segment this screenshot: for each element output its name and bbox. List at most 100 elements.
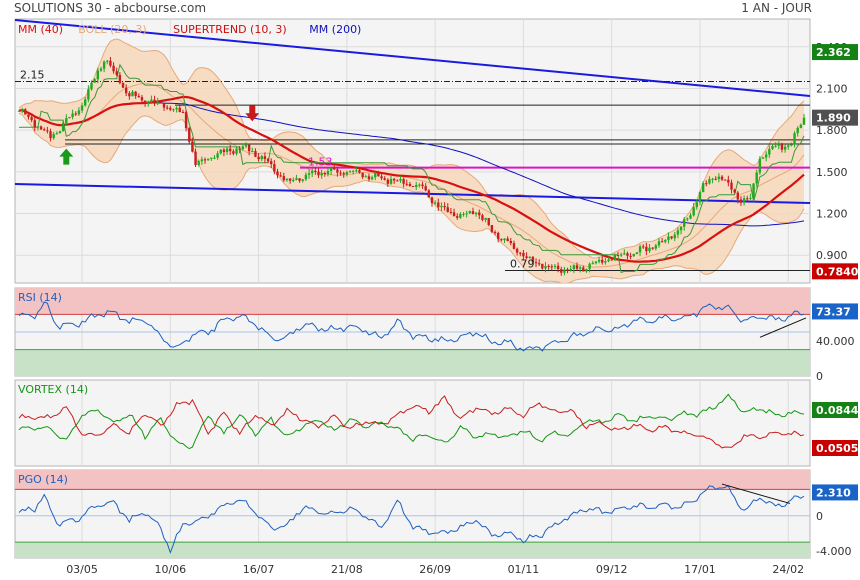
trend-line-lower	[15, 183, 810, 204]
legend-item: SUPERTREND (10, 3)	[173, 23, 287, 36]
candle	[210, 157, 213, 159]
candle	[270, 161, 273, 165]
candle	[342, 173, 345, 175]
candle	[796, 127, 799, 134]
vortex-negative-tag-bg	[812, 440, 858, 456]
candle	[282, 176, 286, 181]
candle	[720, 176, 724, 180]
candle	[273, 164, 276, 172]
vortex-positive-line	[18, 393, 805, 450]
candle	[310, 171, 314, 174]
candle	[790, 144, 793, 146]
candle	[449, 211, 453, 213]
candle	[197, 161, 200, 165]
panel-vtx	[14, 379, 811, 467]
candle	[392, 178, 396, 181]
candle	[799, 124, 803, 128]
candle	[137, 95, 140, 98]
candle	[692, 207, 695, 216]
candle	[20, 109, 24, 111]
candle	[377, 173, 380, 177]
candle	[613, 255, 617, 260]
buy-arrow-icon	[59, 148, 74, 165]
candle	[257, 156, 260, 160]
candle	[755, 172, 758, 184]
candle	[503, 238, 506, 240]
candle	[61, 122, 65, 132]
candle	[292, 179, 295, 181]
candle	[320, 173, 323, 176]
candle	[106, 60, 109, 62]
candle	[307, 173, 311, 175]
candle	[695, 202, 699, 208]
candle	[143, 100, 147, 104]
candle	[58, 131, 62, 134]
candle	[131, 91, 134, 97]
supertrend-line	[18, 63, 805, 274]
candle	[93, 79, 96, 83]
candle	[124, 87, 128, 94]
pgo-title: PGO (14)	[18, 473, 68, 486]
candle	[440, 205, 443, 208]
rsi-oversold-zone	[15, 349, 810, 376]
candle	[430, 197, 434, 204]
candle	[345, 172, 349, 175]
candle	[46, 130, 49, 132]
candle	[604, 261, 607, 263]
candle	[594, 261, 598, 264]
candle	[642, 246, 645, 248]
candle	[115, 71, 118, 75]
candle	[711, 178, 714, 180]
candle	[351, 170, 355, 172]
candle	[153, 99, 156, 104]
candle	[749, 197, 752, 199]
candle	[27, 114, 30, 118]
candle	[437, 202, 440, 208]
candle	[626, 253, 629, 256]
candle	[323, 173, 327, 175]
candle	[260, 156, 263, 160]
candle	[232, 151, 235, 154]
candle	[219, 149, 222, 154]
candle	[71, 113, 74, 118]
candle	[582, 267, 585, 272]
candle	[478, 212, 481, 216]
candle	[175, 107, 178, 110]
candle	[761, 157, 765, 159]
candle	[241, 146, 245, 150]
candle	[380, 176, 383, 179]
candle	[667, 236, 670, 241]
candle	[727, 179, 730, 183]
candle	[657, 241, 661, 246]
candle	[648, 247, 651, 252]
candle	[490, 225, 494, 232]
candle	[121, 82, 125, 88]
candle	[424, 186, 427, 191]
candle	[664, 240, 667, 242]
vortex-positive-tag: 0.0844	[816, 404, 859, 417]
candle	[49, 131, 52, 139]
candle	[632, 253, 635, 257]
candle	[683, 219, 686, 227]
candle	[418, 184, 421, 186]
rsi-overbought-zone	[15, 288, 810, 315]
candle	[254, 151, 257, 157]
candle	[361, 172, 364, 178]
candle	[84, 99, 87, 106]
candle	[150, 99, 153, 103]
candle	[701, 183, 705, 193]
candle	[216, 153, 219, 158]
candle	[563, 269, 566, 273]
candle	[30, 117, 33, 121]
candle	[52, 134, 55, 139]
candle	[752, 183, 755, 198]
trend-line-upper	[15, 19, 810, 97]
candle	[172, 109, 175, 111]
candle	[295, 178, 298, 180]
vortex-negative-line	[18, 395, 805, 449]
candle	[768, 149, 771, 155]
candle	[74, 113, 77, 115]
candle	[90, 82, 93, 90]
candle	[118, 74, 122, 83]
candle	[623, 253, 626, 255]
